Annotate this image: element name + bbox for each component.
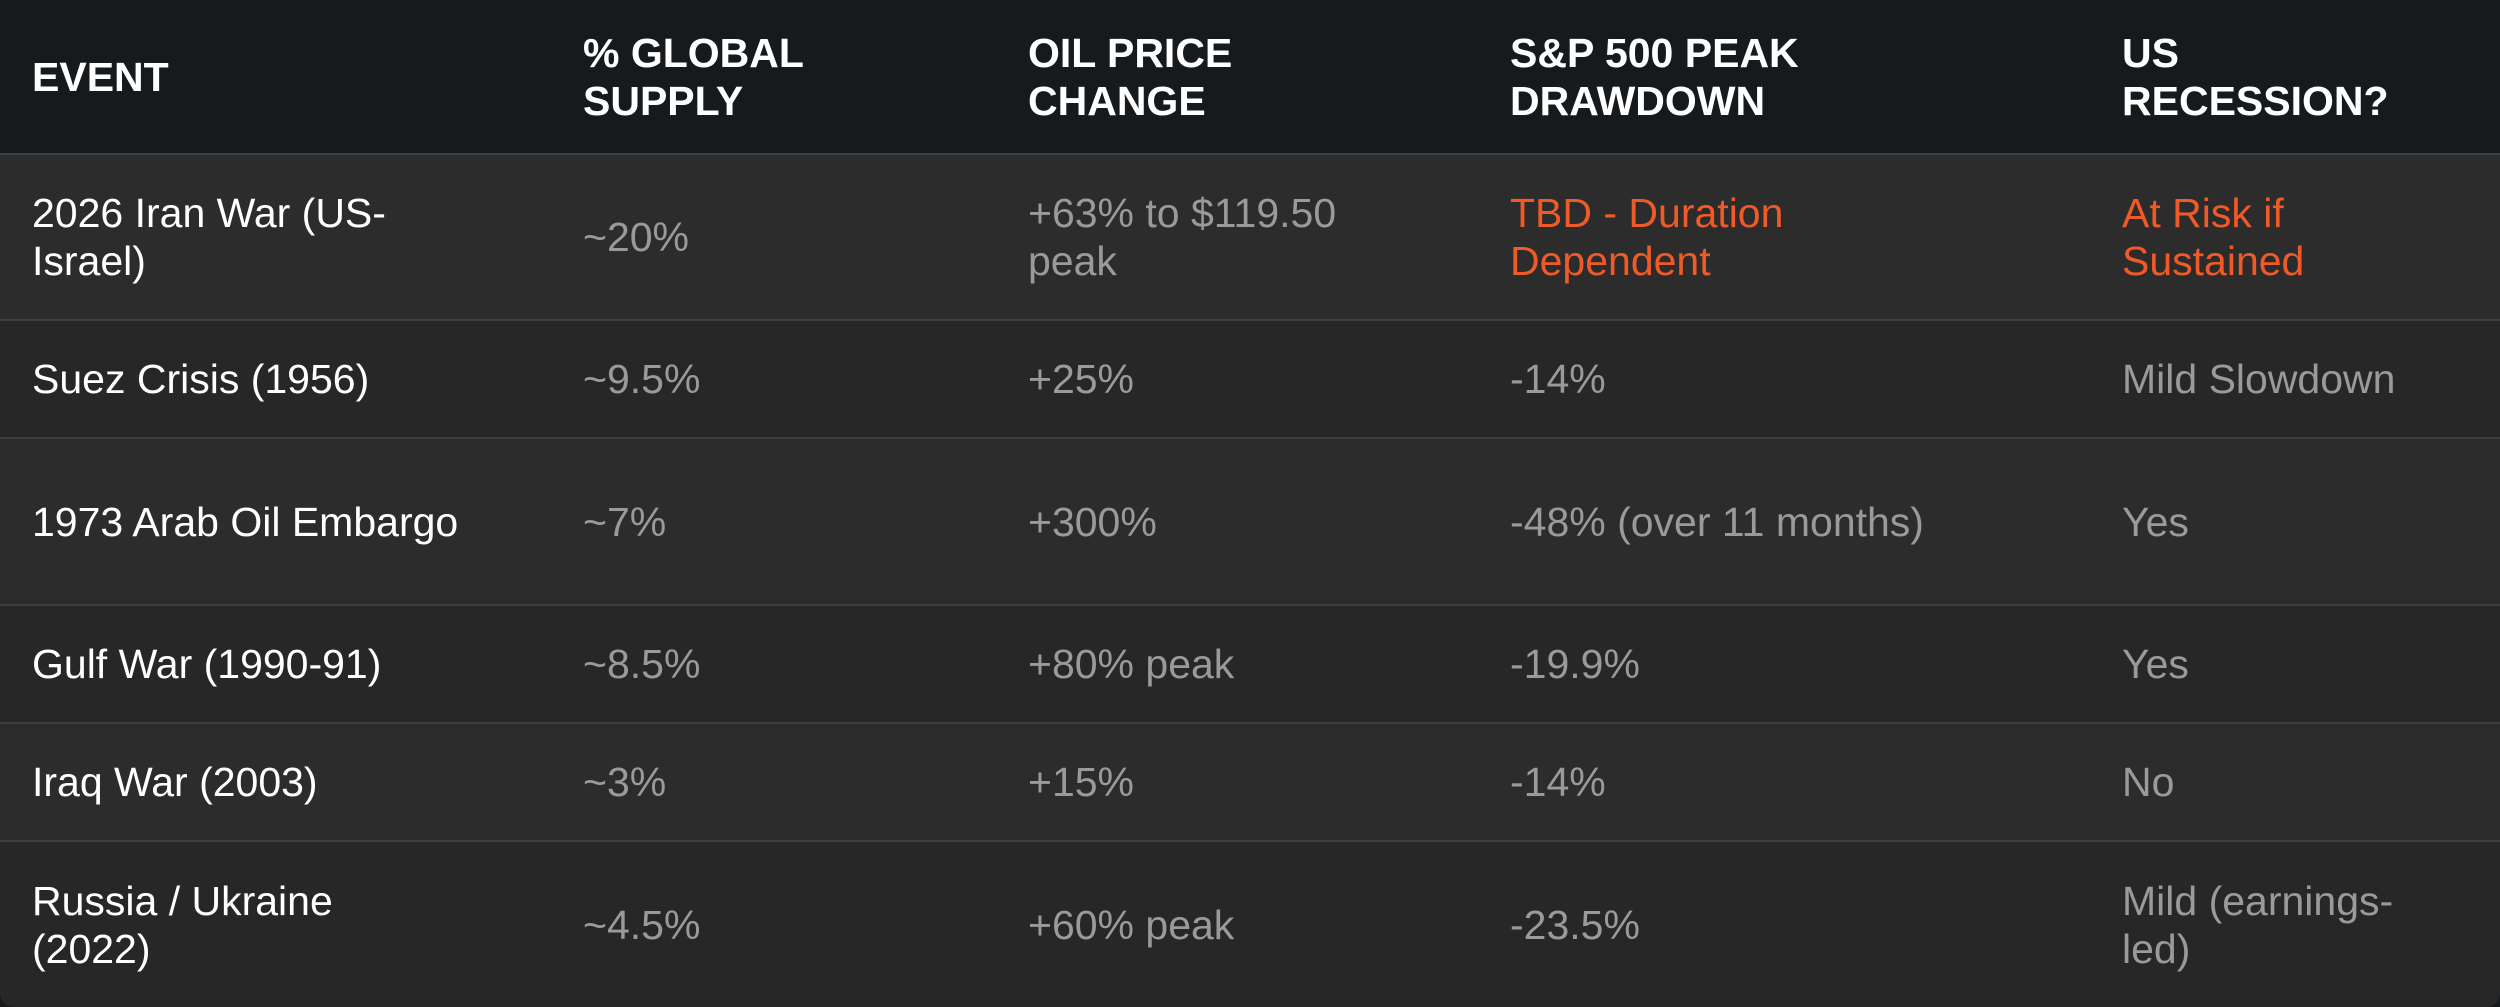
cell-text: +63% to $119.50 peak <box>1028 190 1337 284</box>
table-cell: TBD - Duration Dependent <box>1510 155 1990 319</box>
cell-text: No <box>2122 759 2175 805</box>
table-cell: Mild (earnings-led) <box>2122 842 2452 1007</box>
cell-text: Gulf War (1990-91) <box>32 641 382 687</box>
cell-text: Mild (earnings-led) <box>2122 877 2394 972</box>
table-cell: Russia / Ukraine (2022) <box>32 842 462 1007</box>
cell-text: Russia / Ukraine (2022) <box>32 877 333 972</box>
cell-text: % GLOBAL SUPPLY <box>583 29 804 124</box>
table-cell: +25% <box>1028 321 1388 437</box>
table-row: Iraq War (2003) ~3% +15% -14% No <box>0 722 2500 840</box>
cell-text: OIL PRICE CHANGE <box>1028 29 1233 124</box>
table-cell: Suez Crisis (1956) <box>32 321 462 437</box>
table-cell: -14% <box>1510 724 1990 840</box>
table-row: 1973 Arab Oil Embargo ~7% +300% -48% (over … <box>0 437 2500 604</box>
table-cell: +80% peak <box>1028 606 1388 722</box>
cell-text: -19.9% <box>1510 641 1640 687</box>
table-cell: At Risk if Sustained <box>2122 155 2452 319</box>
cell-text: EVENT <box>32 53 169 100</box>
header-cell: EVENT <box>32 0 462 153</box>
cell-text: +15% <box>1028 759 1135 805</box>
cell-text: Suez Crisis (1956) <box>32 356 370 402</box>
cell-text: -48% (over 11 months) <box>1510 498 1924 545</box>
table-cell: ~20% <box>583 155 883 319</box>
cell-text: +80% peak <box>1028 641 1235 687</box>
table-cell: ~8.5% <box>583 606 883 722</box>
cell-text: Iraq War (2003) <box>32 759 318 805</box>
header-cell: % GLOBAL SUPPLY <box>583 0 883 153</box>
header-cell: US RECESSION? <box>2122 0 2392 153</box>
header-cell: OIL PRICE CHANGE <box>1028 0 1388 153</box>
cell-text: US RECESSION? <box>2122 29 2389 124</box>
cell-text: ~7% <box>583 498 667 545</box>
cell-text: +300% <box>1028 498 1157 545</box>
cell-text: +60% peak <box>1028 901 1235 948</box>
table-cell: +63% to $119.50 peak <box>1028 155 1388 319</box>
table-cell: ~4.5% <box>583 842 883 1007</box>
table-cell: ~7% <box>583 439 883 604</box>
table-cell: 1973 Arab Oil Embargo <box>32 439 462 604</box>
header-row: EVENT % GLOBAL SUPPLY OIL PRICE CHANGE S&P … <box>0 0 2500 153</box>
cell-text: ~9.5% <box>583 356 701 402</box>
table-cell: Mild Slowdown <box>2122 321 2452 437</box>
table-row: Suez Crisis (1956) ~9.5% +25% -14% Mild Slow… <box>0 319 2500 437</box>
table-cell: Yes <box>2122 606 2452 722</box>
table-cell: ~3% <box>583 724 883 840</box>
cell-text: -14% <box>1510 759 1606 805</box>
table-row: Gulf War (1990-91) ~8.5% +80% peak -19.9% Ye… <box>0 604 2500 722</box>
table-cell: +60% peak <box>1028 842 1388 1007</box>
cell-text: Mild Slowdown <box>2122 356 2396 402</box>
header-cell: S&P 500 PEAK DRAWDOWN <box>1510 0 1980 153</box>
cell-text: Yes <box>2122 641 2189 687</box>
cell-text: 2026 Iran War (US-Israel) <box>32 190 386 284</box>
cell-text: ~8.5% <box>583 641 701 687</box>
table-cell: Gulf War (1990-91) <box>32 606 462 722</box>
table-cell: -19.9% <box>1510 606 1990 722</box>
table-row: Russia / Ukraine (2022) ~4.5% +60% peak -23… <box>0 840 2500 1007</box>
table-cell: -23.5% <box>1510 842 1990 1007</box>
cell-text: S&P 500 PEAK DRAWDOWN <box>1510 29 1799 124</box>
table-row: 2026 Iran War (US-Israel) ~20% +63% to $11… <box>0 153 2500 319</box>
cell-text: TBD - Duration Dependent <box>1510 190 1784 284</box>
cell-text: 1973 Arab Oil Embargo <box>32 498 459 545</box>
table-cell: No <box>2122 724 2452 840</box>
cell-text: -14% <box>1510 356 1606 402</box>
cell-text: +25% <box>1028 356 1135 402</box>
cell-text: -23.5% <box>1510 901 1640 948</box>
table-cell: 2026 Iran War (US-Israel) <box>32 155 462 319</box>
cell-text: ~3% <box>583 759 667 805</box>
cell-text: Yes <box>2122 498 2189 545</box>
table-cell: ~9.5% <box>583 321 883 437</box>
table-cell: +300% <box>1028 439 1388 604</box>
table-cell: -48% (over 11 months) <box>1510 439 1990 604</box>
table-cell: +15% <box>1028 724 1388 840</box>
table-cell: Iraq War (2003) <box>32 724 462 840</box>
table-cell: Yes <box>2122 439 2452 604</box>
cell-text: ~20% <box>583 214 690 260</box>
cell-text: ~4.5% <box>583 901 701 948</box>
table-cell: -14% <box>1510 321 1990 437</box>
cell-text: At Risk if Sustained <box>2122 190 2305 284</box>
